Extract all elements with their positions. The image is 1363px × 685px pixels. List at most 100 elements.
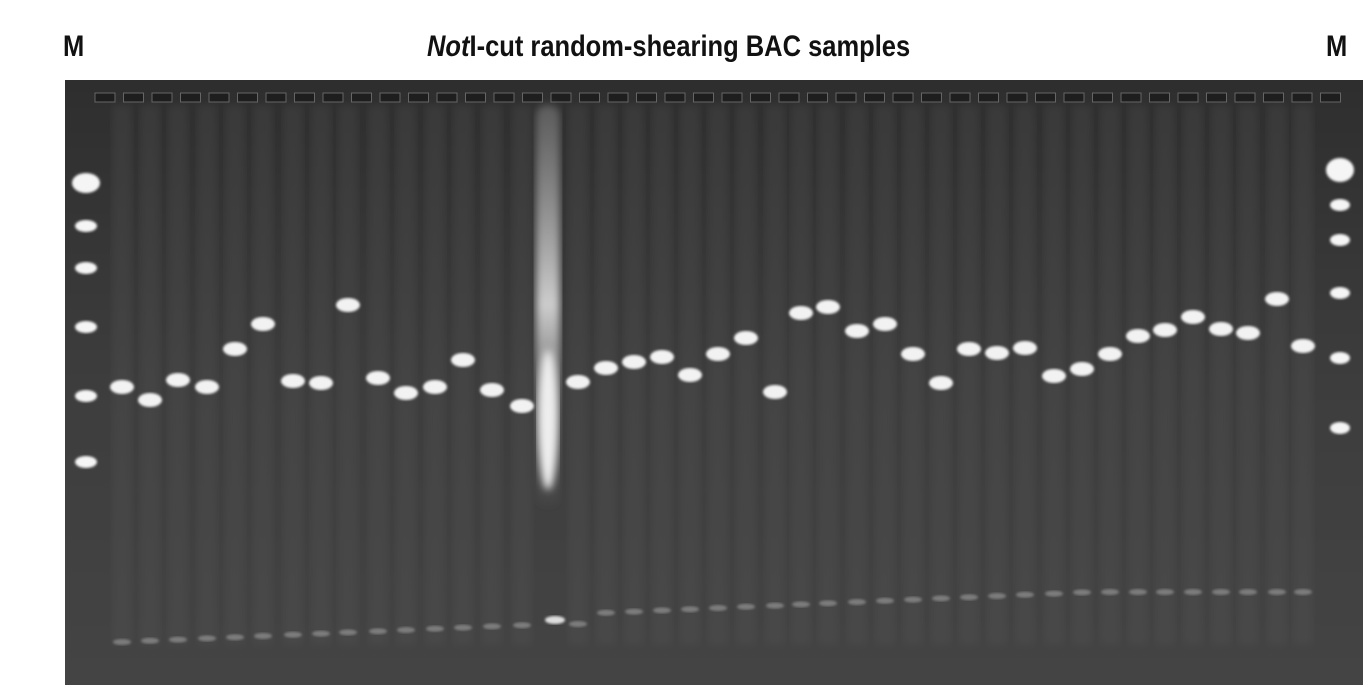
- small-band: [988, 593, 1006, 599]
- marker-band: [75, 456, 97, 468]
- small-band: [483, 623, 501, 630]
- small-band: [709, 605, 727, 611]
- well: [607, 92, 629, 103]
- small-band: [1268, 589, 1286, 595]
- lane-streak: [197, 105, 217, 645]
- well: [151, 92, 173, 103]
- band: [650, 350, 674, 364]
- small-band: [339, 629, 357, 636]
- well: [949, 92, 971, 103]
- band: [480, 383, 504, 397]
- marker-band: [75, 220, 97, 232]
- well: [408, 92, 429, 103]
- marker-band: [1330, 287, 1350, 299]
- band: [929, 376, 953, 390]
- marker-band: [1330, 234, 1350, 246]
- lane-streak: [1211, 105, 1231, 645]
- small-band: [932, 595, 950, 602]
- lane-streak: [253, 105, 273, 645]
- small-band: [1184, 589, 1202, 595]
- band: [451, 353, 475, 367]
- lane-streak: [482, 105, 502, 645]
- marker-label-right: M: [1326, 30, 1348, 63]
- small-band: [113, 639, 131, 645]
- well: [864, 92, 885, 103]
- well: [379, 92, 401, 103]
- well: [750, 92, 771, 103]
- small-band: [141, 637, 159, 644]
- well: [664, 92, 686, 103]
- band: [1209, 322, 1233, 336]
- small-band: [1294, 589, 1312, 595]
- small-band: [876, 597, 894, 604]
- title-italic: Not: [427, 30, 470, 63]
- marker-band: [72, 173, 100, 193]
- band: [336, 298, 360, 312]
- lane-streak: [112, 105, 132, 645]
- small-band: [960, 594, 978, 601]
- band: [510, 399, 534, 413]
- well: [94, 92, 116, 103]
- small-band: [625, 608, 643, 615]
- marker-band: [75, 321, 97, 333]
- lane-streak: [338, 105, 358, 645]
- well: [1291, 92, 1313, 103]
- well: [322, 92, 344, 103]
- band: [678, 368, 702, 382]
- lane-streak: [931, 105, 951, 645]
- small-band: [284, 631, 302, 638]
- small-band: [226, 634, 244, 641]
- well: [1177, 92, 1199, 103]
- well: [978, 92, 999, 103]
- well: [465, 92, 486, 103]
- well: [721, 92, 743, 103]
- lane-streak: [652, 105, 672, 645]
- band: [622, 355, 646, 369]
- small-band: [653, 607, 671, 614]
- band: [566, 375, 590, 389]
- lane-streak: [425, 105, 445, 645]
- well: [921, 92, 942, 103]
- band: [1042, 369, 1066, 383]
- band: [281, 374, 305, 388]
- small-band: [1129, 589, 1147, 595]
- lane-streak: [791, 105, 811, 645]
- band: [1098, 347, 1122, 361]
- well: [265, 92, 287, 103]
- band: [195, 380, 219, 394]
- well: [550, 92, 572, 103]
- well: [351, 92, 372, 103]
- well: [1320, 92, 1341, 103]
- well: [835, 92, 857, 103]
- gel-title: NotI-cut random-shearing BAC samples: [427, 30, 910, 64]
- small-band: [1239, 589, 1257, 595]
- lane-streak: [453, 105, 473, 645]
- well: [208, 92, 230, 103]
- band: [1126, 329, 1150, 343]
- marker-band: [75, 390, 97, 402]
- small-band: [597, 609, 615, 616]
- well: [892, 92, 914, 103]
- lane-streak: [1267, 105, 1287, 645]
- small-band: [1156, 589, 1174, 595]
- well: [237, 92, 258, 103]
- band: [706, 347, 730, 361]
- band: [251, 317, 275, 331]
- small-band: [819, 600, 837, 607]
- small-band: [426, 625, 444, 632]
- small-band: [369, 628, 387, 635]
- small-band: [1016, 591, 1034, 598]
- well: [1092, 92, 1113, 103]
- well: [778, 92, 800, 103]
- well: [1263, 92, 1284, 103]
- band: [1236, 326, 1260, 340]
- small-band: [254, 633, 272, 639]
- marker-band: [1326, 158, 1354, 182]
- band: [734, 331, 758, 345]
- well: [1006, 92, 1028, 103]
- lane-streak: [1128, 105, 1148, 645]
- well: [1063, 92, 1085, 103]
- lane-streak: [818, 105, 838, 645]
- well: [1149, 92, 1170, 103]
